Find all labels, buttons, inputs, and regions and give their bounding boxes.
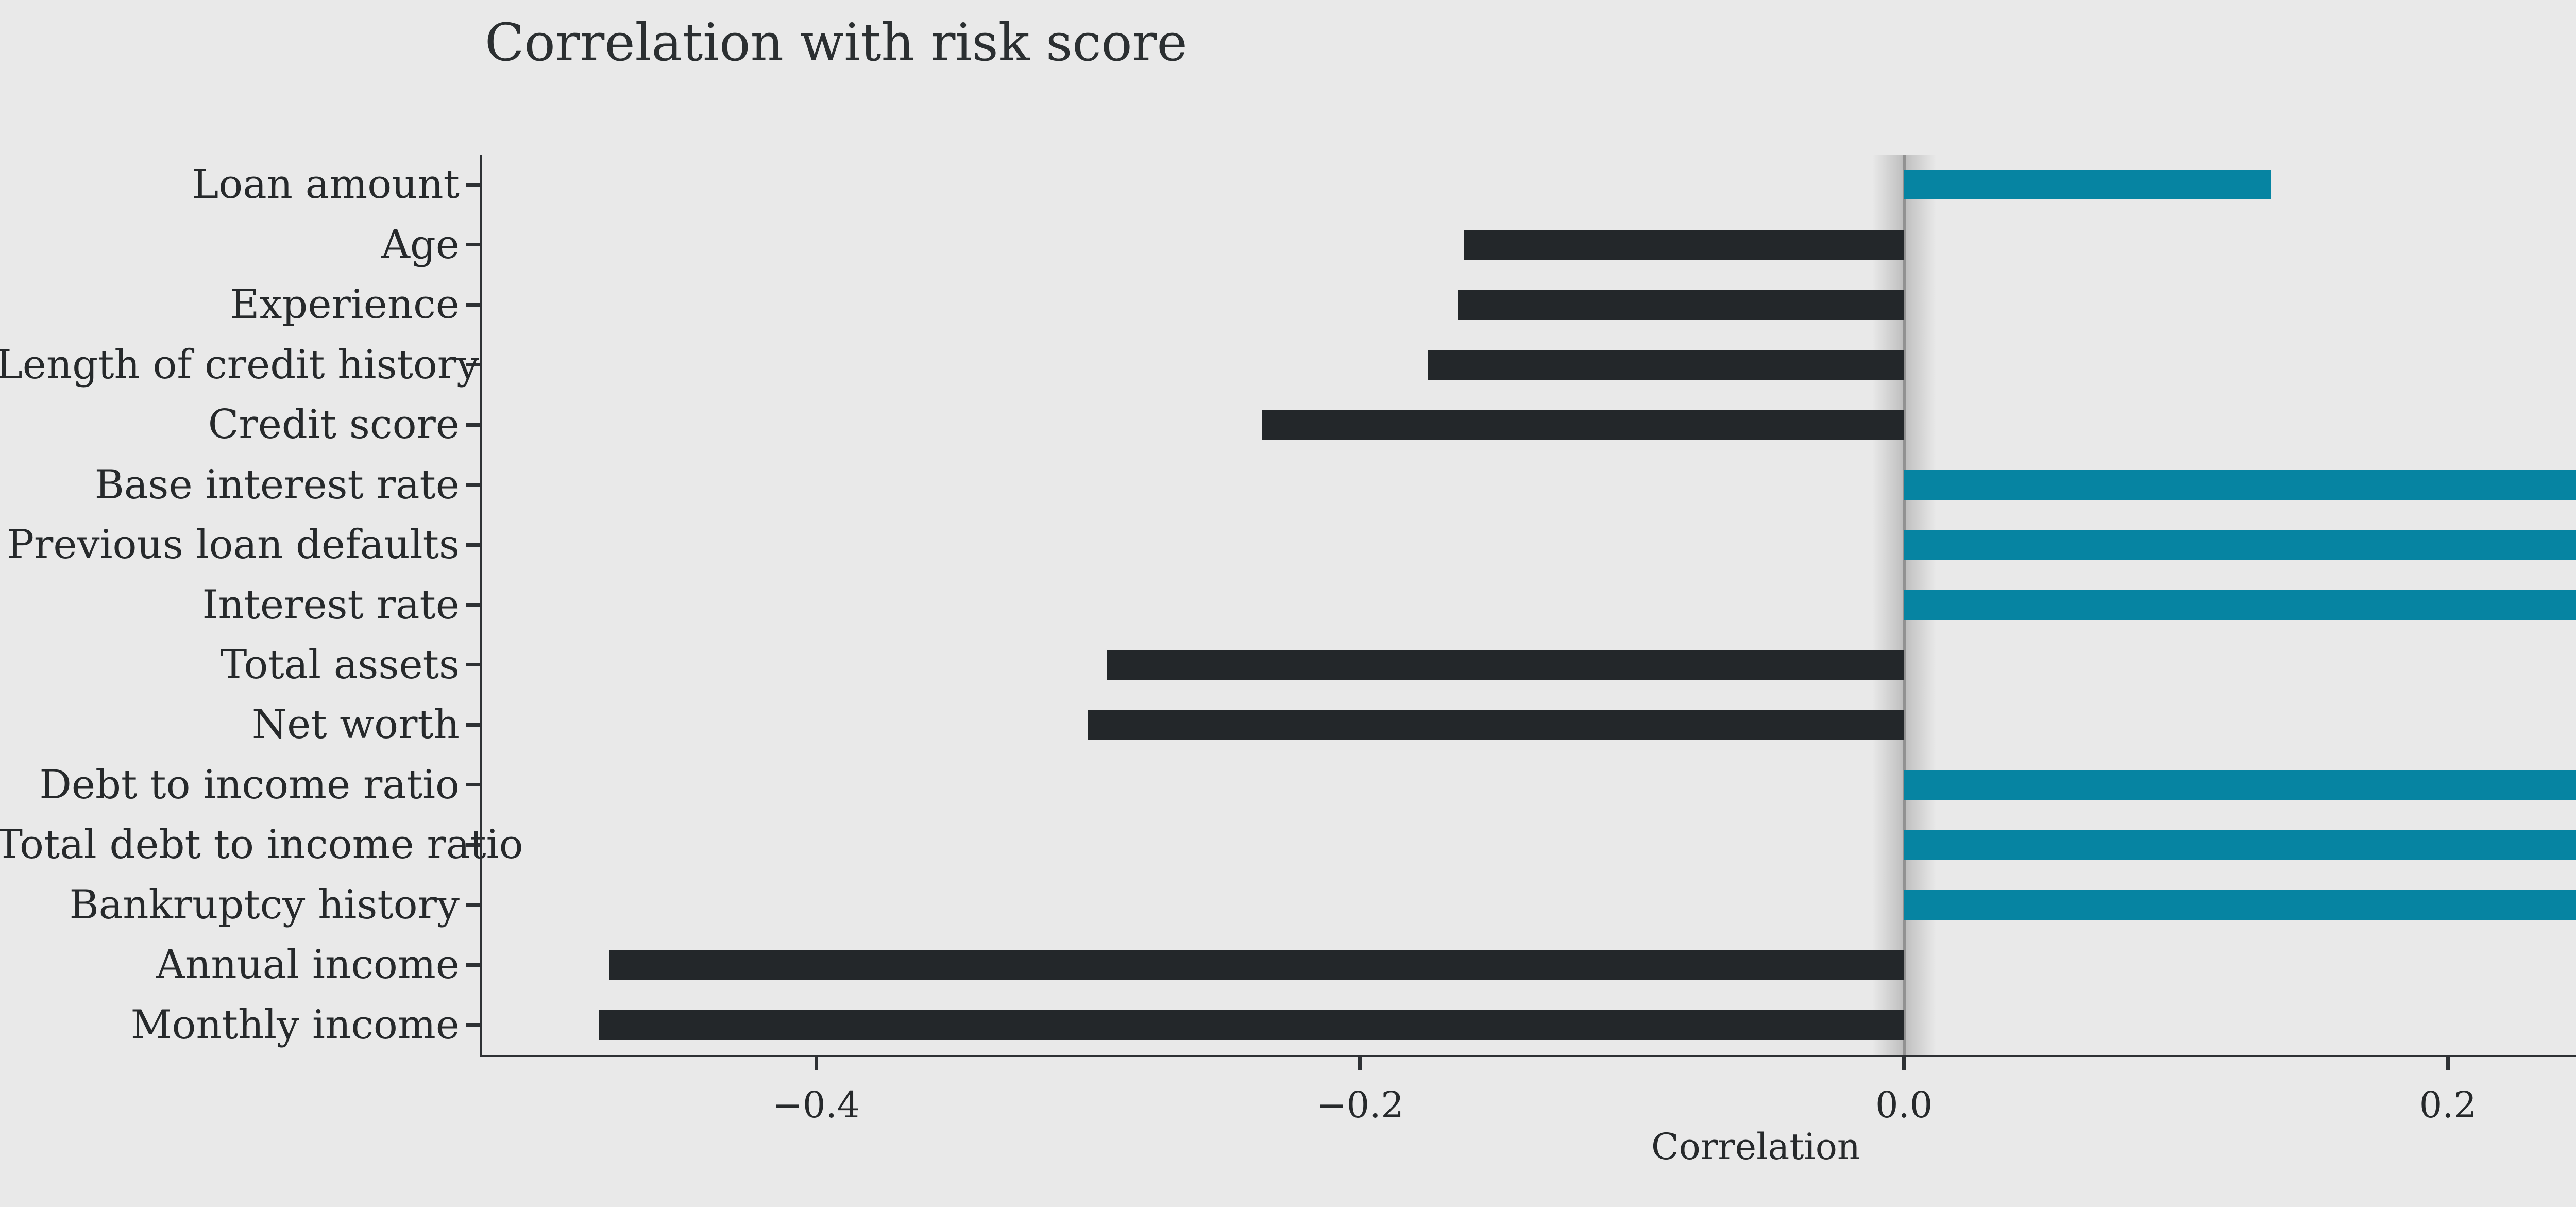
plot-area: Loan amount Age Experience Length of credit… bbox=[0, 155, 2576, 1165]
y-tick-label-total-assets: Total assets bbox=[220, 641, 460, 688]
bar-total-debt-to-income-ratio bbox=[1904, 830, 2576, 860]
bar-monthly-income bbox=[598, 1010, 1904, 1040]
x-axis-spine bbox=[480, 1055, 2576, 1057]
y-tick-bankruptcy-history bbox=[466, 903, 480, 907]
y-tick-credit-score bbox=[466, 423, 480, 427]
bar-credit-score bbox=[1262, 410, 1904, 440]
y-tick-label-loan-amount: Loan amount bbox=[192, 161, 460, 208]
chart-title: Correlation with risk score bbox=[485, 12, 1188, 73]
y-tick-experience bbox=[466, 303, 480, 307]
y-tick-monthly-income bbox=[466, 1023, 480, 1027]
bar-debt-to-income-ratio bbox=[1904, 769, 2576, 800]
y-tick-label-credit-score: Credit score bbox=[208, 401, 460, 448]
y-tick-label-monthly-income: Monthly income bbox=[130, 1001, 460, 1048]
x-tick-label-0.0: 0.0 bbox=[1875, 1084, 1933, 1126]
y-tick-total-assets bbox=[466, 663, 480, 667]
bar-total-assets bbox=[1107, 649, 1904, 680]
y-tick-length-of-credit-history bbox=[466, 363, 480, 367]
y-tick-label-length-of-credit-history: Length of credit history bbox=[0, 341, 480, 388]
bar-bankruptcy-history bbox=[1904, 890, 2576, 920]
y-tick-net-worth bbox=[466, 723, 480, 727]
y-tick-label-base-interest-rate: Base interest rate bbox=[94, 461, 460, 508]
y-tick-base-interest-rate bbox=[466, 483, 480, 487]
x-tick-label-0.2: 0.2 bbox=[2419, 1084, 2477, 1126]
y-tick-label-age: Age bbox=[381, 221, 460, 268]
bar-net-worth bbox=[1088, 710, 1904, 740]
x-tick-label-−0.2: −0.2 bbox=[1316, 1084, 1404, 1126]
x-tick-0.0 bbox=[1902, 1057, 1906, 1070]
y-tick-label-annual-income: Annual income bbox=[156, 942, 460, 988]
y-tick-label-previous-loan-defaults: Previous loan defaults bbox=[7, 522, 460, 568]
x-tick-−0.4 bbox=[814, 1057, 818, 1070]
y-tick-label-debt-to-income-ratio: Debt to income ratio bbox=[39, 761, 460, 808]
bar-base-interest-rate bbox=[1904, 470, 2576, 500]
x-axis-label: Correlation bbox=[1651, 1126, 1860, 1168]
bar-annual-income bbox=[609, 950, 1904, 980]
y-tick-previous-loan-defaults bbox=[466, 543, 480, 547]
y-tick-interest-rate bbox=[466, 603, 480, 607]
bar-interest-rate bbox=[1904, 590, 2576, 620]
x-tick-label-−0.4: −0.4 bbox=[772, 1084, 860, 1126]
x-tick-−0.2 bbox=[1358, 1057, 1362, 1070]
y-tick-total-debt-to-income-ratio bbox=[466, 843, 480, 847]
bar-loan-amount bbox=[1904, 170, 2272, 200]
y-tick-label-total-debt-to-income-ratio: Total debt to income ratio bbox=[0, 822, 523, 868]
y-tick-age bbox=[466, 243, 480, 247]
y-tick-label-net-worth: Net worth bbox=[251, 701, 460, 748]
y-tick-annual-income bbox=[466, 963, 480, 967]
x-tick-0.2 bbox=[2446, 1057, 2450, 1070]
bar-age bbox=[1463, 229, 1904, 260]
bar-length-of-credit-history bbox=[1428, 349, 1904, 380]
y-tick-label-bankruptcy-history: Bankruptcy history bbox=[69, 881, 460, 928]
bar-experience bbox=[1458, 290, 1904, 320]
y-tick-loan-amount bbox=[466, 182, 480, 187]
y-axis-spine bbox=[480, 155, 482, 1057]
bar-previous-loan-defaults bbox=[1904, 530, 2576, 560]
y-tick-debt-to-income-ratio bbox=[466, 783, 480, 787]
y-tick-label-experience: Experience bbox=[230, 281, 460, 328]
y-tick-label-interest-rate: Interest rate bbox=[202, 581, 460, 628]
